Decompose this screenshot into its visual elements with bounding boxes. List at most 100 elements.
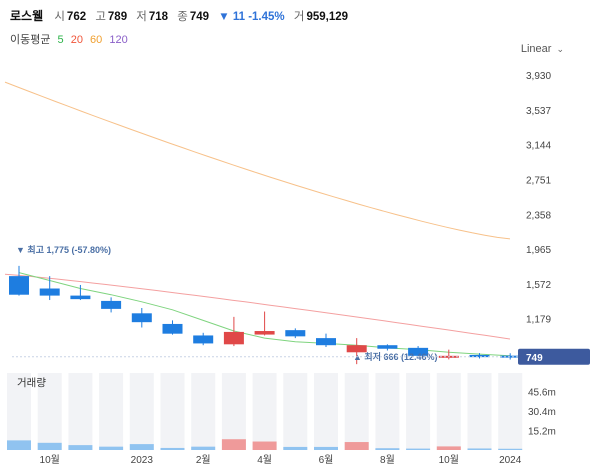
volume-tick-label: 30.4m (528, 407, 556, 418)
volume-bar (68, 445, 93, 450)
y-tick-label: 1,965 (526, 245, 551, 256)
ma-legend-label: 이동평균 (10, 34, 51, 46)
high-annotation: ▼ 최고 1,775 (-57.80%) (16, 244, 111, 255)
volume-tick-label: 15.2m (528, 426, 556, 437)
x-tick-label: 10월 (40, 454, 60, 466)
ma20-line (4, 273, 511, 340)
ma-120-label: 120 (109, 34, 128, 46)
chevron-down-icon: ⌄ (556, 44, 564, 54)
volume-band (252, 373, 277, 450)
volume-bar (436, 446, 461, 450)
volume-band (37, 373, 62, 450)
candle-body (9, 276, 29, 295)
volume-bar (160, 447, 185, 450)
open-label: 시 (54, 11, 65, 23)
candle-body (193, 335, 214, 344)
candle-body (70, 295, 91, 300)
candle-body (346, 345, 367, 353)
volume-band (7, 373, 31, 450)
high-value: 789 (107, 11, 128, 23)
volume-bar (467, 448, 492, 450)
volume-bar (406, 448, 431, 450)
volume-bar (283, 446, 308, 450)
x-tick-label: 10월 (439, 454, 459, 466)
volume-bar (252, 441, 277, 450)
volume-bar (314, 446, 338, 450)
volume-band (283, 373, 308, 450)
ma60-line (4, 81, 511, 240)
volume-pane-label: 거래량 (17, 377, 46, 389)
scale-mode-label: Linear (520, 43, 552, 55)
volume-bar (221, 439, 246, 450)
volume-bar (344, 442, 369, 450)
candle-body (408, 347, 429, 356)
candle-body (131, 313, 152, 323)
volume-bar (37, 442, 62, 450)
volume-bar (498, 448, 523, 450)
volume-band (221, 373, 246, 450)
candle-body (316, 338, 336, 346)
scale-mode-dropdown[interactable]: Linear ⌄ (521, 43, 564, 55)
volume-bar (129, 444, 154, 450)
x-tick-label: 2월 (196, 454, 211, 466)
y-tick-label: 3,144 (526, 141, 551, 152)
y-tick-label: 1,572 (526, 280, 551, 291)
volume-band (467, 373, 492, 450)
volume-band (160, 373, 185, 450)
volume-label: 거 (293, 11, 305, 23)
volume-band (375, 373, 400, 450)
ma-5-label: 5 (57, 34, 64, 46)
ma5-line (18, 272, 511, 357)
candle-body (469, 354, 490, 358)
candle-body (101, 300, 122, 309)
volume-band (498, 373, 523, 450)
ma-60-label: 60 (90, 34, 103, 46)
volume-tick-label: 45.6m (528, 387, 556, 398)
close-label: 종 (177, 11, 188, 23)
y-tick-label: 3,537 (526, 106, 551, 117)
volume-band (406, 373, 431, 450)
candle-body (254, 331, 275, 335)
change-value: ▼ 11 -1.45% (218, 11, 285, 23)
open-value: 762 (66, 11, 87, 23)
y-tick-label: 2,751 (526, 175, 551, 186)
x-tick-label: 4월 (257, 454, 272, 466)
y-tick-label: 3,930 (526, 71, 551, 82)
candle-body (285, 330, 306, 337)
close-value: 749 (189, 11, 210, 23)
ma-20-label: 20 (70, 34, 83, 46)
volume-band (68, 373, 93, 450)
low-value: 718 (148, 11, 169, 23)
x-tick-label: 2023 (131, 455, 154, 466)
volume-band (129, 373, 154, 450)
y-tick-label: 2,358 (526, 210, 551, 221)
volume-band (314, 373, 338, 450)
y-tick-label: 1,179 (526, 315, 551, 326)
candle-body (39, 288, 60, 296)
volume-bar (7, 440, 31, 450)
x-tick-label: 2024 (499, 455, 522, 466)
low-annotation: ▲ 최저 666 (12.46%) (353, 351, 438, 362)
moving-average-legend[interactable]: 이동평균 5 20 60 120 (10, 31, 132, 47)
x-tick-label: 6월 (319, 454, 334, 466)
candle-body (223, 331, 244, 345)
high-label: 고 (95, 11, 106, 23)
volume-band (99, 373, 124, 450)
volume-band (344, 373, 369, 450)
low-label: 저 (136, 11, 147, 23)
volume-bar (99, 446, 124, 450)
volume-band (191, 373, 216, 450)
volume-value: 959,129 (306, 11, 349, 23)
volume-bar (375, 448, 400, 450)
last-price-label: 749 (526, 353, 543, 364)
stock-name: 로스웰 (10, 9, 44, 23)
quote-header: 로스웰 시 762 고 789 저 718 종 749 ▼ 11 -1.45% 거 959… (10, 7, 354, 24)
volume-bar (191, 446, 216, 450)
candle-body (377, 345, 398, 349)
last-price-tag (518, 348, 590, 365)
candle-body (500, 355, 521, 358)
x-tick-label: 8월 (380, 454, 395, 466)
candle-body (162, 323, 183, 334)
volume-band (436, 373, 461, 450)
